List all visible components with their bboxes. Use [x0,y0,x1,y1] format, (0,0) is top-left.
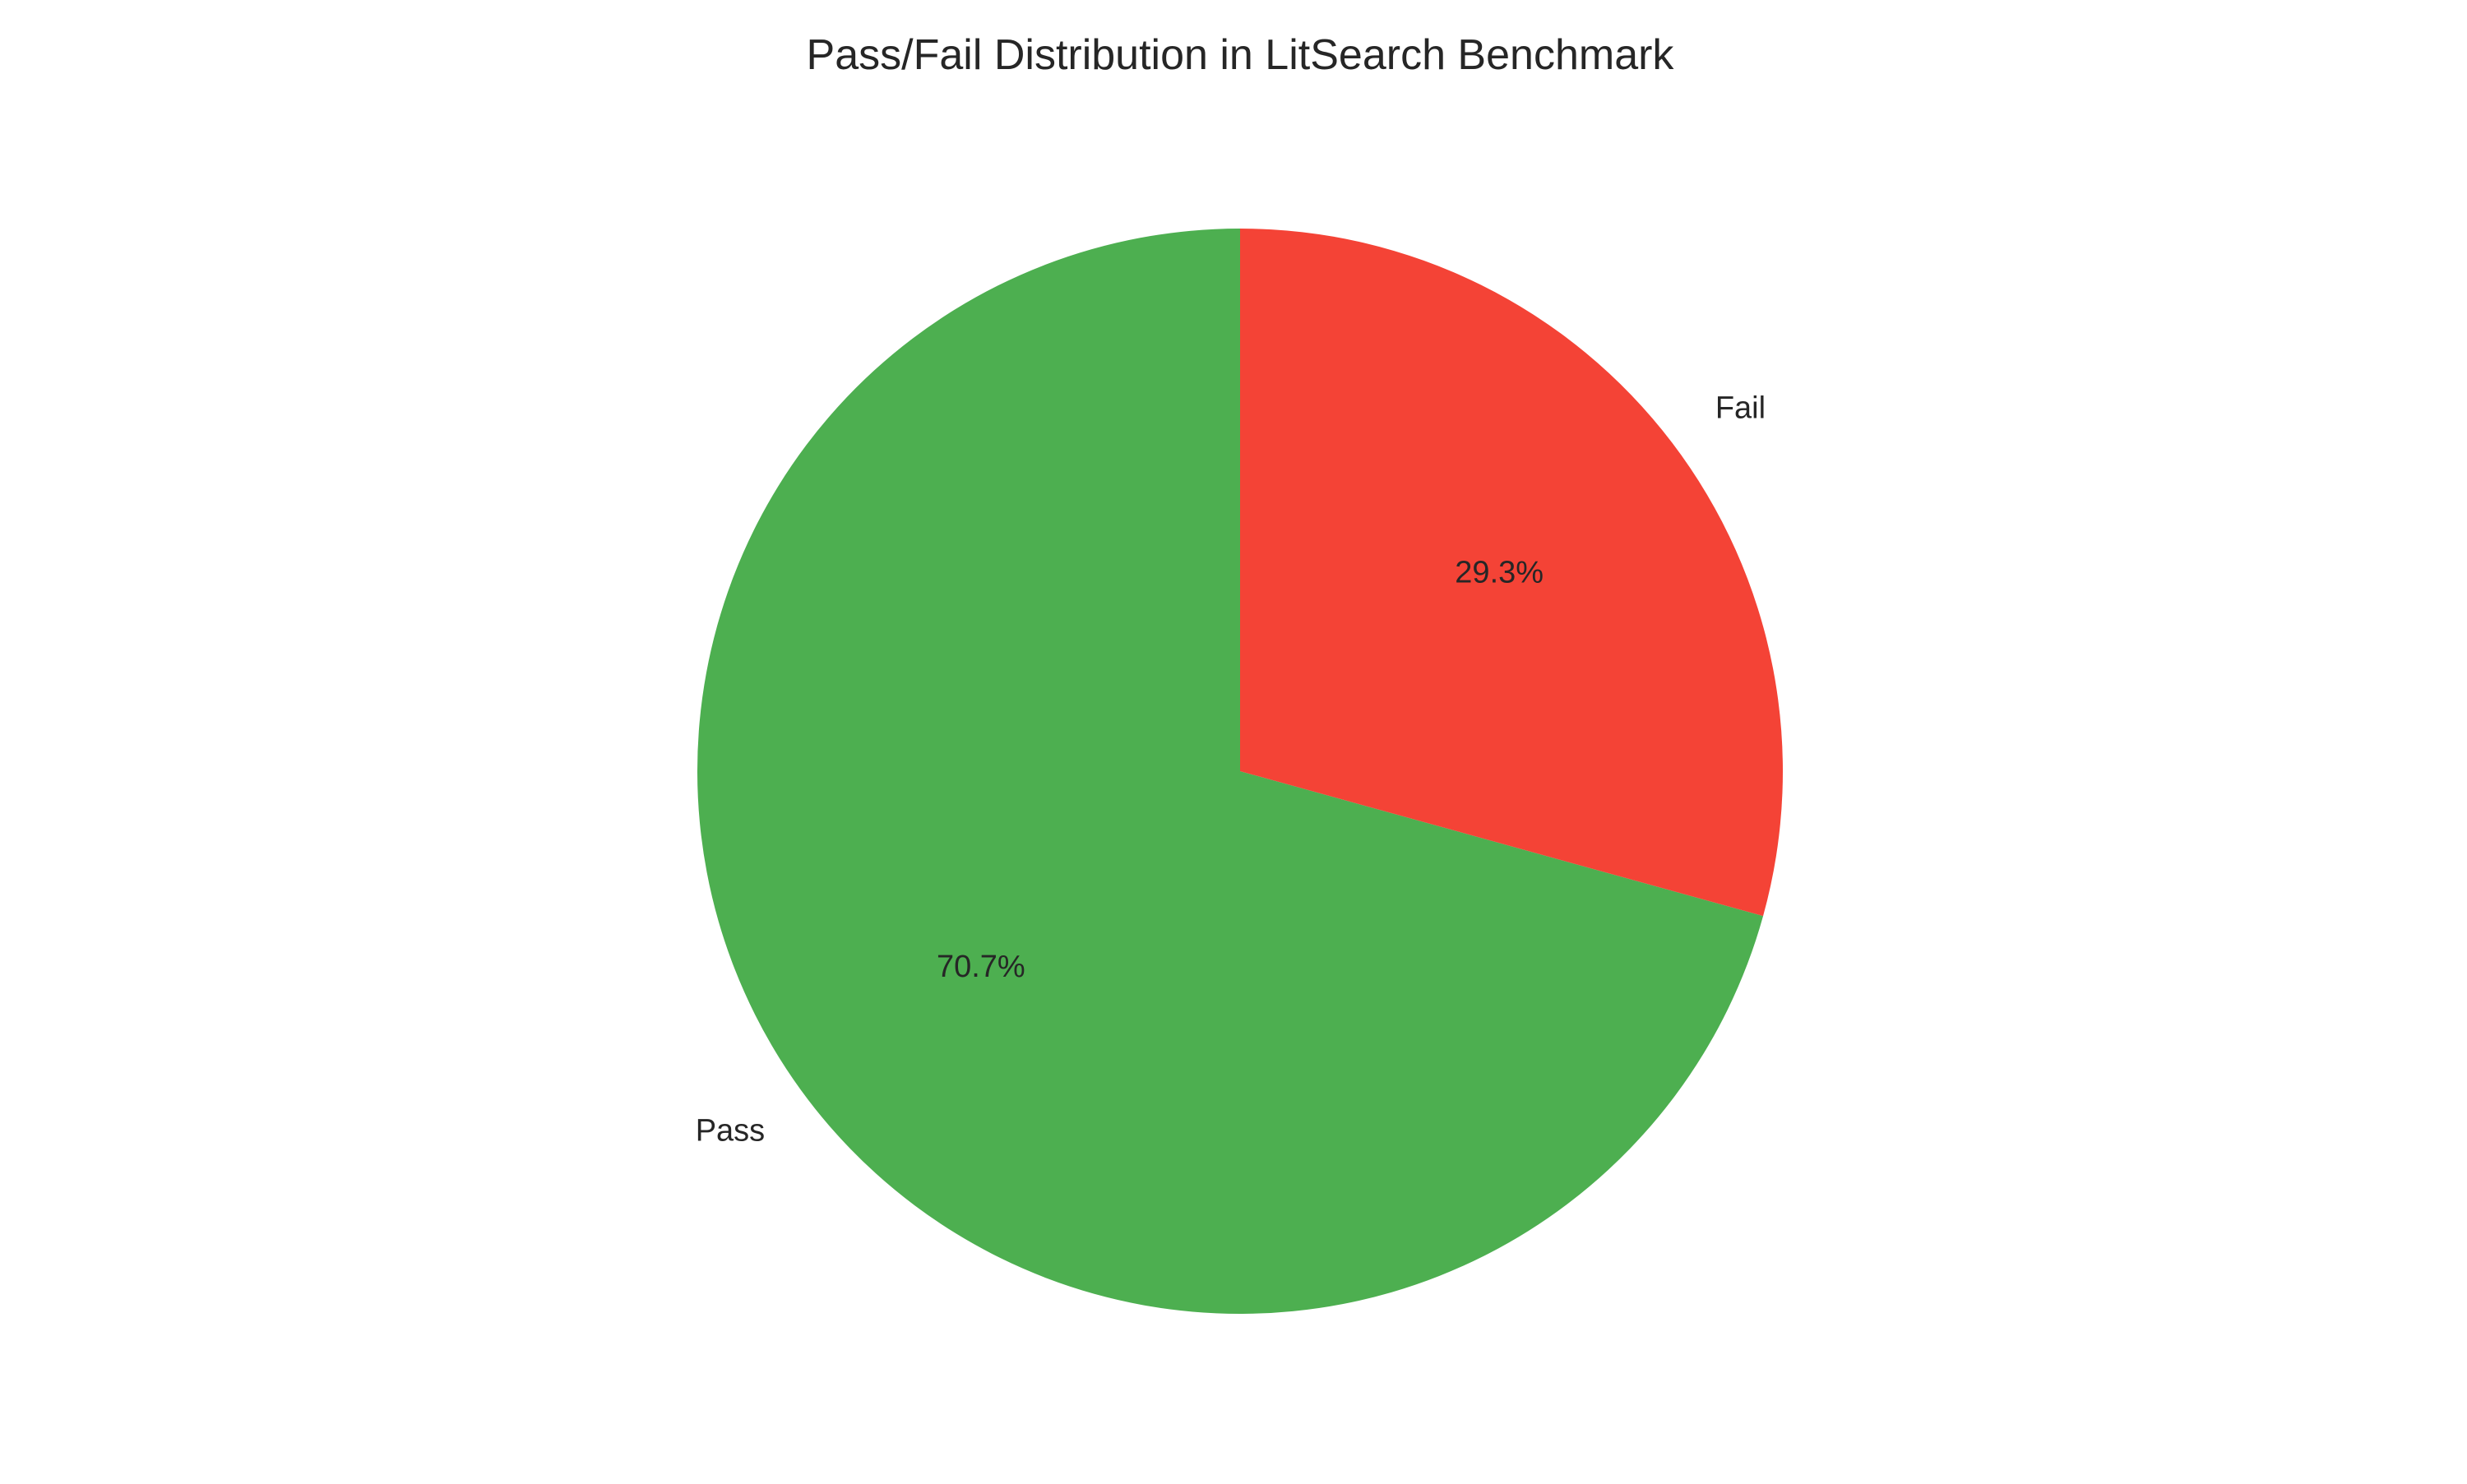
slice-label-pass: Pass [696,1114,765,1149]
chart-title: Pass/Fail Distribution in LitSearch Benc… [807,31,1675,79]
pie-slice-fail [1240,229,1783,917]
pie-slice-pass [697,229,1764,1314]
pie-labels: Pass 70.7% Fail 29.3% [696,391,1766,1148]
pie-slices [697,229,1783,1314]
pct-label-fail: 29.3% [1455,555,1544,589]
pct-label-pass: 70.7% [937,950,1025,984]
slice-label-fail: Fail [1715,391,1766,425]
